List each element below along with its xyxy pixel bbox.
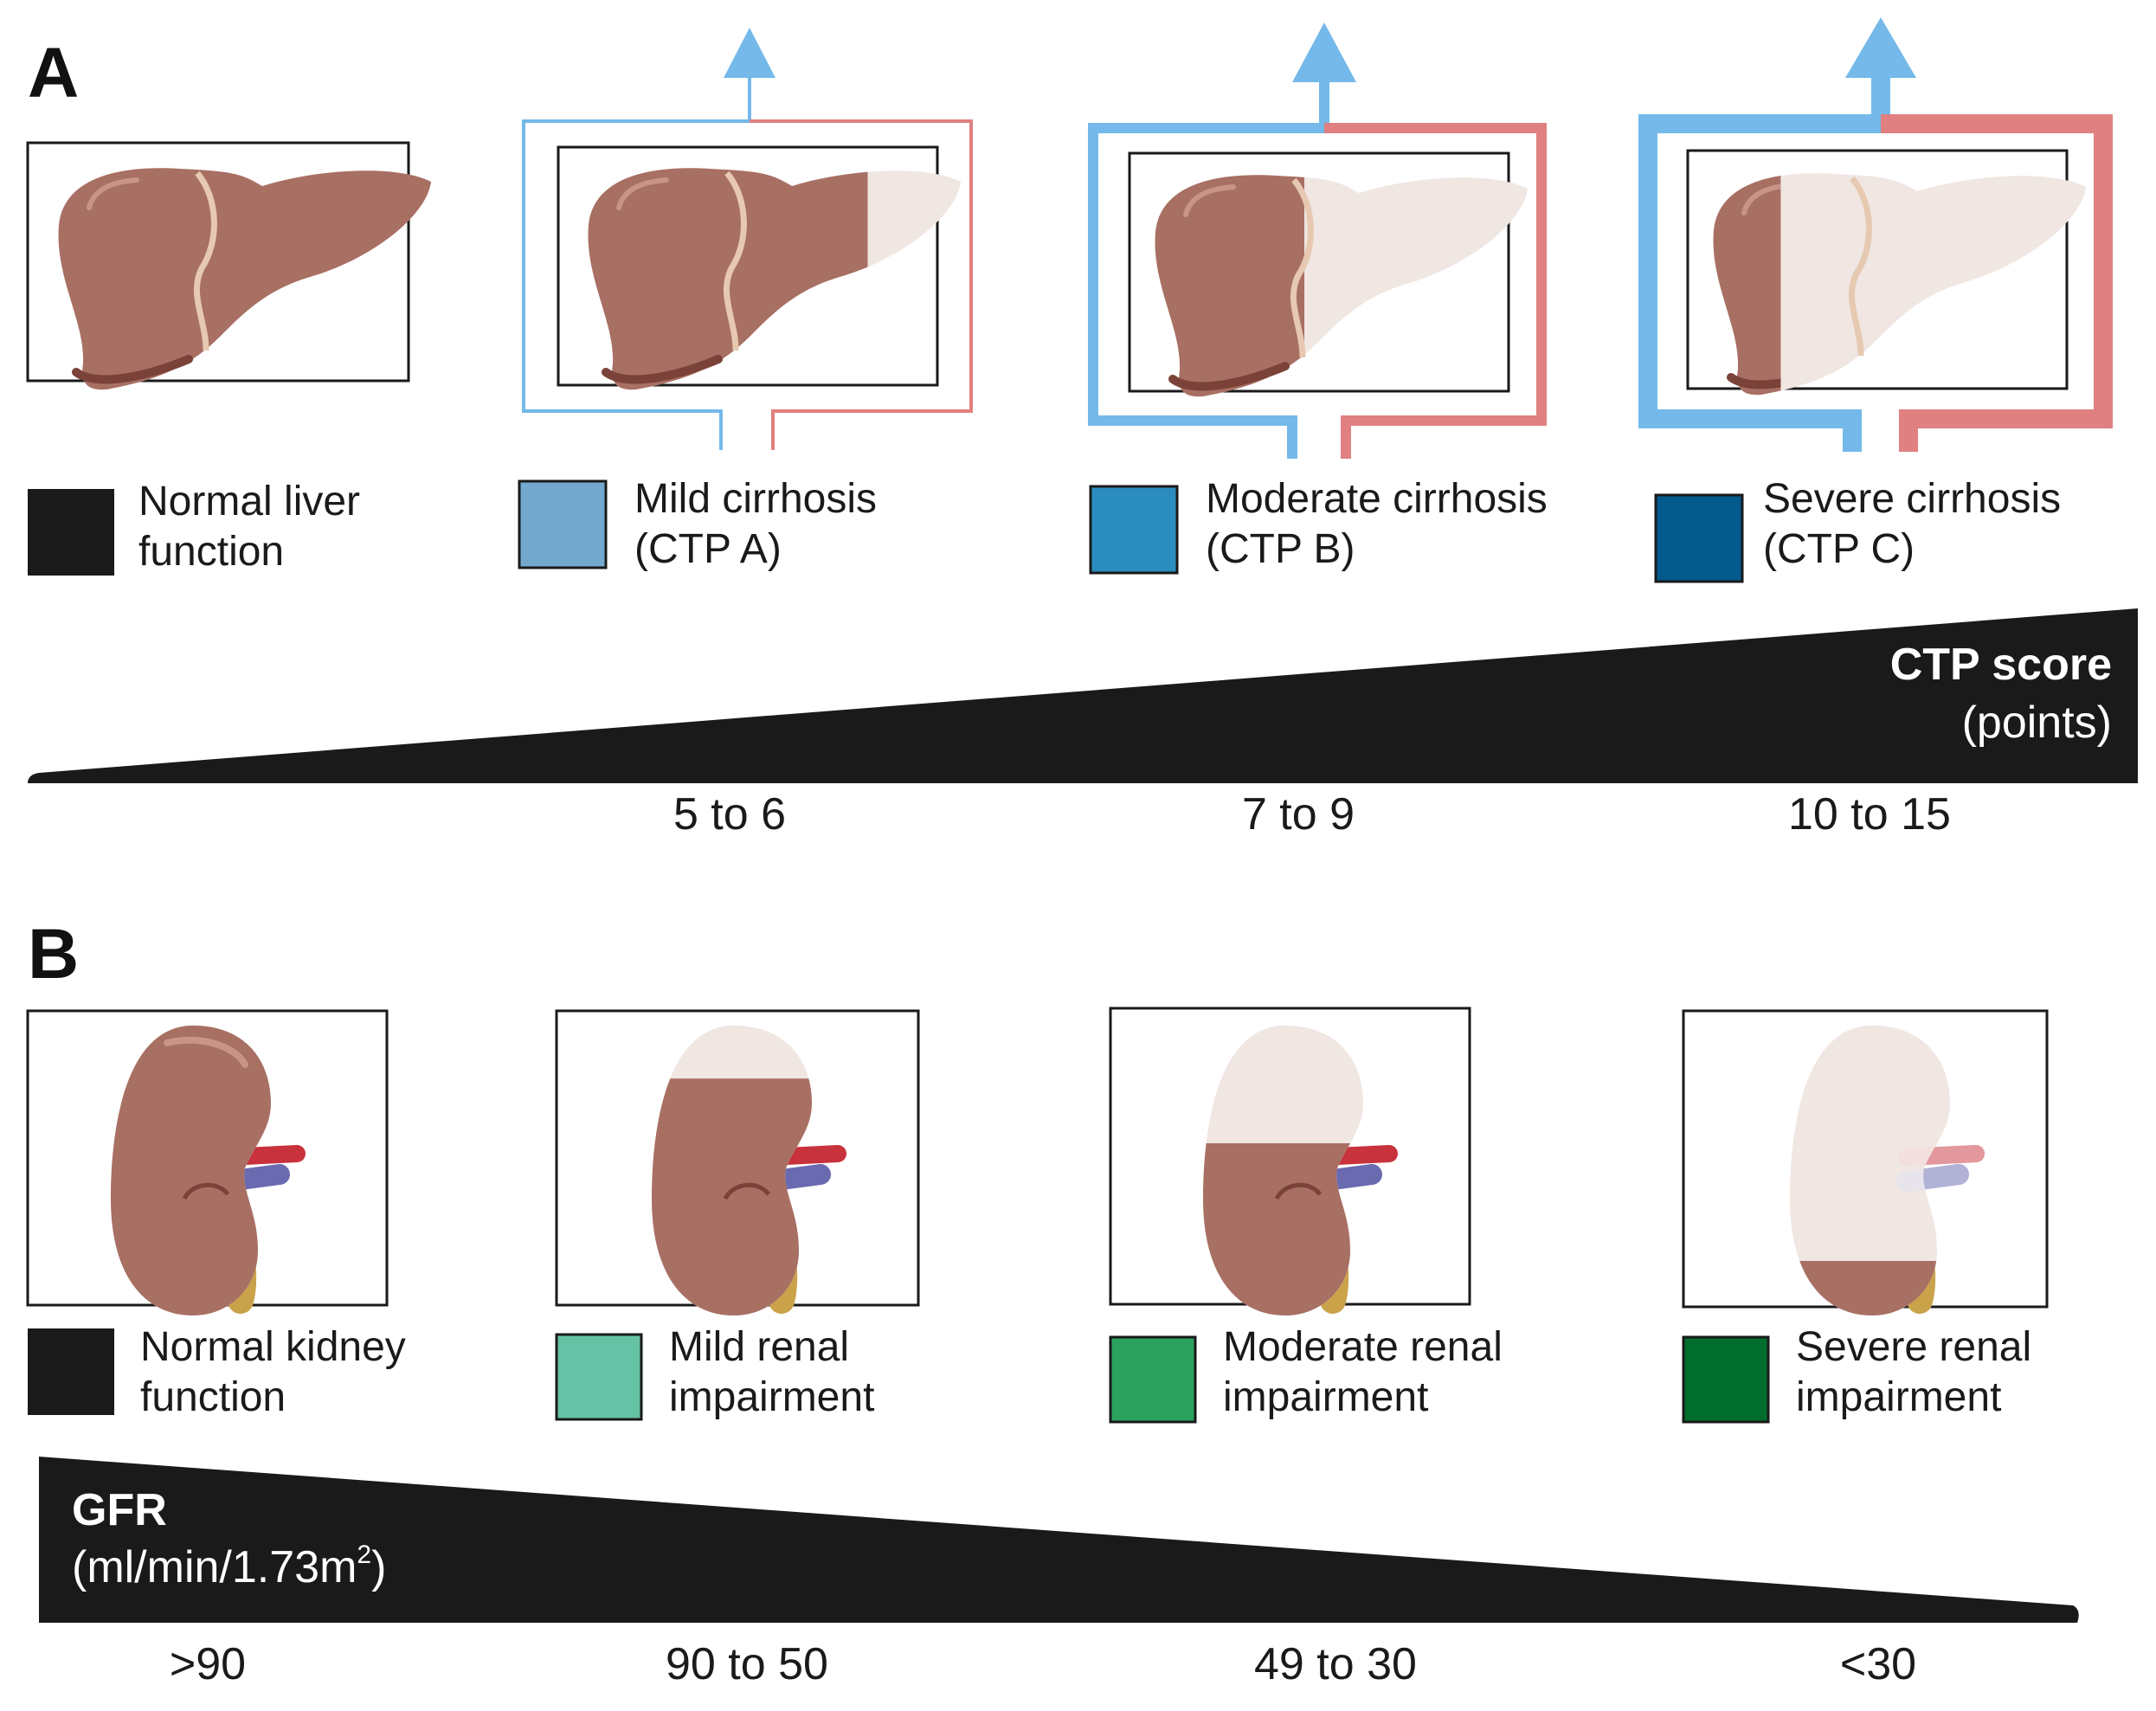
liver-illustration-moderate (1155, 175, 1528, 397)
liver-healthy-region (588, 168, 868, 390)
legend-label-mild-renal: Mild renal impairment (669, 1324, 874, 1420)
shunt-mild (522, 28, 973, 450)
liver-illustration-severe (1713, 173, 2086, 396)
kidney-illustration-normal (111, 1026, 306, 1315)
legend-label-mild-cirrhosis: Mild cirrhosis (CTP A) (634, 476, 888, 572)
liver-healthy-region (1713, 173, 1781, 396)
panel-a-letter: A (28, 34, 79, 113)
legend-label-severe-renal: Severe renal impairment (1796, 1324, 2043, 1420)
kidney-illustration-moderate (1203, 1026, 1398, 1315)
kidney-illustration-mild (652, 1026, 846, 1315)
ctp-tick-moderate: 7 to 9 (1242, 789, 1355, 839)
kidney-healthy-region (1203, 1143, 1363, 1315)
legend-label-normal-kidney: Normal kidney function (140, 1324, 417, 1420)
legend-swatch-normal-liver (28, 489, 114, 576)
gfr-tick-mild: 90 to 50 (666, 1639, 828, 1689)
legend-swatch-moderate-renal (1109, 1335, 1197, 1424)
liver-healthy-region (1155, 175, 1304, 397)
liver-illustration-mild (588, 168, 961, 390)
liver-illustration-normal (58, 168, 432, 390)
gfr-tick-moderate: 49 to 30 (1254, 1639, 1417, 1689)
legend-swatch-severe-renal (1682, 1335, 1770, 1424)
ctp-score-title: CTP score (1890, 640, 2112, 690)
legend-swatch-mild-renal (555, 1333, 643, 1421)
legend-swatch-severe-cirrhosis (1654, 493, 1744, 583)
legend-label-severe-cirrhosis: Severe cirrhosis (CTP C) (1763, 476, 2072, 572)
ctp-tick-mild: 5 to 6 (673, 789, 786, 839)
shunt-moderate (1088, 23, 1547, 459)
legend-swatch-mild-cirrhosis (518, 479, 608, 569)
panel-b-letter: B (28, 915, 79, 994)
liver-healthy-region (58, 168, 431, 390)
kidney-healthy-region (652, 1078, 812, 1315)
legend-swatch-moderate-cirrhosis (1089, 485, 1179, 575)
gfr-tick-normal: >90 (170, 1639, 246, 1689)
gfr-title: GFR (72, 1485, 167, 1535)
gfr-unit: (ml/min/1.73m2) (72, 1541, 386, 1592)
ctp-score-unit: (points) (1962, 698, 2112, 748)
legend-swatch-normal-kidney (28, 1328, 114, 1415)
kidney-healthy-region (111, 1026, 271, 1315)
gfr-tick-severe: <30 (1840, 1639, 1916, 1689)
ctp-score-wedge (28, 608, 2138, 783)
legend-label-moderate-renal: Moderate renal impairment (1223, 1324, 1514, 1420)
shunt-severe (1638, 17, 2113, 452)
ctp-tick-severe: 10 to 15 (1788, 789, 1951, 839)
gfr-wedge (39, 1457, 2079, 1623)
legend-label-normal-liver: Normal liver function (138, 479, 371, 575)
legend-label-moderate-cirrhosis: Moderate cirrhosis (CTP B) (1206, 476, 1559, 572)
kidney-illustration-severe (1790, 1026, 1985, 1315)
